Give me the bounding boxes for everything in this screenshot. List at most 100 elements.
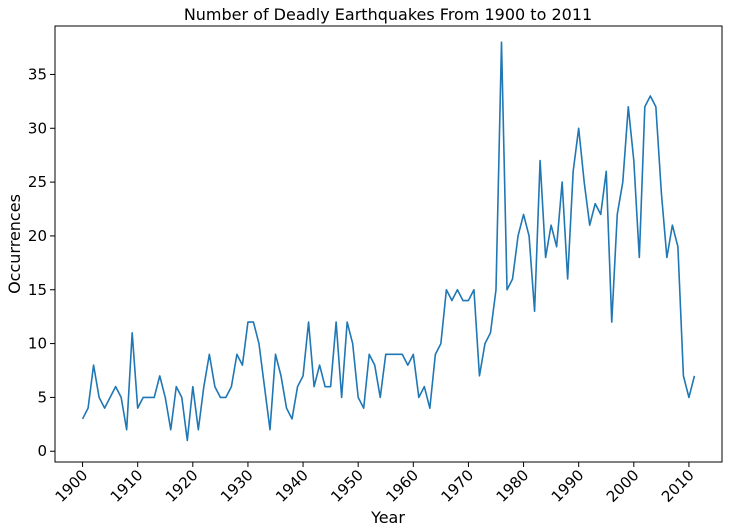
data-point: [241, 364, 243, 366]
data-point: [655, 106, 657, 108]
data-point: [274, 353, 276, 355]
x-tick-label: 1960: [382, 466, 422, 506]
data-point: [92, 364, 94, 366]
x-tick-label: 1920: [162, 466, 202, 506]
y-tick-label: 20: [28, 227, 47, 245]
x-tick-label: 1940: [272, 466, 312, 506]
data-point: [214, 385, 216, 387]
data-point: [495, 289, 497, 291]
data-point: [688, 396, 690, 398]
y-tick-label: 30: [28, 119, 47, 137]
data-point: [517, 235, 519, 237]
data-point: [192, 385, 194, 387]
series-layer: [81, 41, 696, 442]
y-tick-label: 35: [28, 65, 47, 83]
chart-title: Number of Deadly Earthquakes From 1900 t…: [184, 5, 592, 24]
data-point: [81, 418, 83, 420]
x-tick-label: 2010: [658, 466, 698, 506]
data-point: [247, 321, 249, 323]
data-point: [318, 364, 320, 366]
data-point: [484, 342, 486, 344]
data-point: [302, 375, 304, 377]
data-point: [434, 353, 436, 355]
data-point: [666, 256, 668, 258]
data-point: [103, 407, 105, 409]
y-tick-label: 5: [37, 388, 47, 406]
data-point: [346, 321, 348, 323]
data-point: [269, 429, 271, 431]
x-tick-label: 2000: [603, 466, 643, 506]
data-point: [362, 407, 364, 409]
x-axis-label: Year: [370, 508, 405, 527]
data-point: [159, 375, 161, 377]
y-tick-label: 0: [37, 442, 47, 460]
data-point: [208, 353, 210, 355]
y-tick-label: 15: [28, 281, 47, 299]
data-point: [186, 439, 188, 441]
data-point: [324, 385, 326, 387]
data-point: [142, 396, 144, 398]
y-tick-label: 10: [28, 335, 47, 353]
data-point: [644, 106, 646, 108]
data-point: [175, 385, 177, 387]
data-point: [577, 127, 579, 129]
data-point: [633, 159, 635, 161]
data-point: [109, 396, 111, 398]
data-point: [467, 299, 469, 301]
data-point: [291, 418, 293, 420]
data-point: [649, 95, 651, 97]
data-point: [418, 396, 420, 398]
data-point: [566, 278, 568, 280]
data-point: [589, 224, 591, 226]
data-point: [473, 289, 475, 291]
data-point: [230, 385, 232, 387]
data-point: [671, 224, 673, 226]
data-point: [125, 429, 127, 431]
data-point: [307, 321, 309, 323]
data-point: [533, 310, 535, 312]
data-point: [555, 245, 557, 247]
data-point: [660, 192, 662, 194]
data-point: [263, 385, 265, 387]
data-point: [478, 375, 480, 377]
data-point: [335, 321, 337, 323]
plot-frame: [54, 25, 723, 463]
occurrences-line: [81, 41, 696, 442]
data-point: [462, 299, 464, 301]
data-point: [258, 342, 260, 344]
data-point: [622, 181, 624, 183]
data-point: [451, 299, 453, 301]
data-point: [412, 353, 414, 355]
data-point: [638, 256, 640, 258]
data-point: [407, 364, 409, 366]
data-point: [340, 396, 342, 398]
data-point: [396, 353, 398, 355]
data-point: [219, 396, 221, 398]
data-point: [605, 170, 607, 172]
data-point: [544, 256, 546, 258]
data-point: [385, 353, 387, 355]
data-point: [627, 106, 629, 108]
data-point: [374, 364, 376, 366]
data-point: [693, 375, 695, 377]
data-point: [136, 407, 138, 409]
data-point: [164, 396, 166, 398]
data-point: [351, 342, 353, 344]
data-point: [522, 213, 524, 215]
data-point: [114, 385, 116, 387]
data-point: [600, 213, 602, 215]
data-point: [87, 407, 89, 409]
y-tick-label: 25: [28, 173, 47, 191]
data-point: [197, 429, 199, 431]
data-point: [489, 332, 491, 334]
data-point: [611, 321, 613, 323]
x-tick-label: 1930: [217, 466, 257, 506]
data-point: [528, 235, 530, 237]
data-point: [616, 213, 618, 215]
data-point: [153, 396, 155, 398]
data-point: [445, 289, 447, 291]
data-point: [181, 396, 183, 398]
data-point: [203, 385, 205, 387]
data-point: [285, 407, 287, 409]
